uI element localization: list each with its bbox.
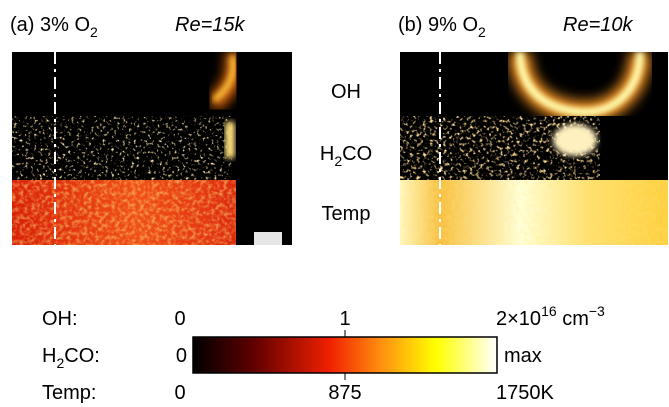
panel-label: (a) 3% O2 [10, 14, 98, 40]
colorbar-min: 0 [174, 308, 185, 330]
reynolds-label: Re=10k [563, 14, 633, 36]
colorbar-max: max [504, 345, 542, 367]
colorbar-row-name: H2CO: [42, 345, 100, 371]
colorbar-mid: 1 [339, 308, 350, 330]
colorbar-min: 0 [174, 382, 185, 404]
colorbar-row-name: OH: [42, 308, 78, 330]
row-label: H2CO [320, 143, 372, 169]
reynolds-label: Re=15k [175, 14, 245, 36]
panel-a-images [12, 52, 292, 245]
colorbar [192, 336, 498, 374]
colorbar-row-name: Temp: [42, 382, 96, 404]
colorbar-max: 2×1016 cm−3 [496, 303, 605, 330]
colorbar-min: 0 [176, 345, 187, 367]
colorbar-mid: 875 [328, 382, 361, 404]
row-label: Temp [322, 203, 371, 225]
panel-label: (b) 9% O2 [398, 14, 486, 40]
panel-b-images [400, 52, 668, 245]
row-label: OH [331, 81, 361, 103]
colorbar-max: 1750K [496, 382, 554, 404]
